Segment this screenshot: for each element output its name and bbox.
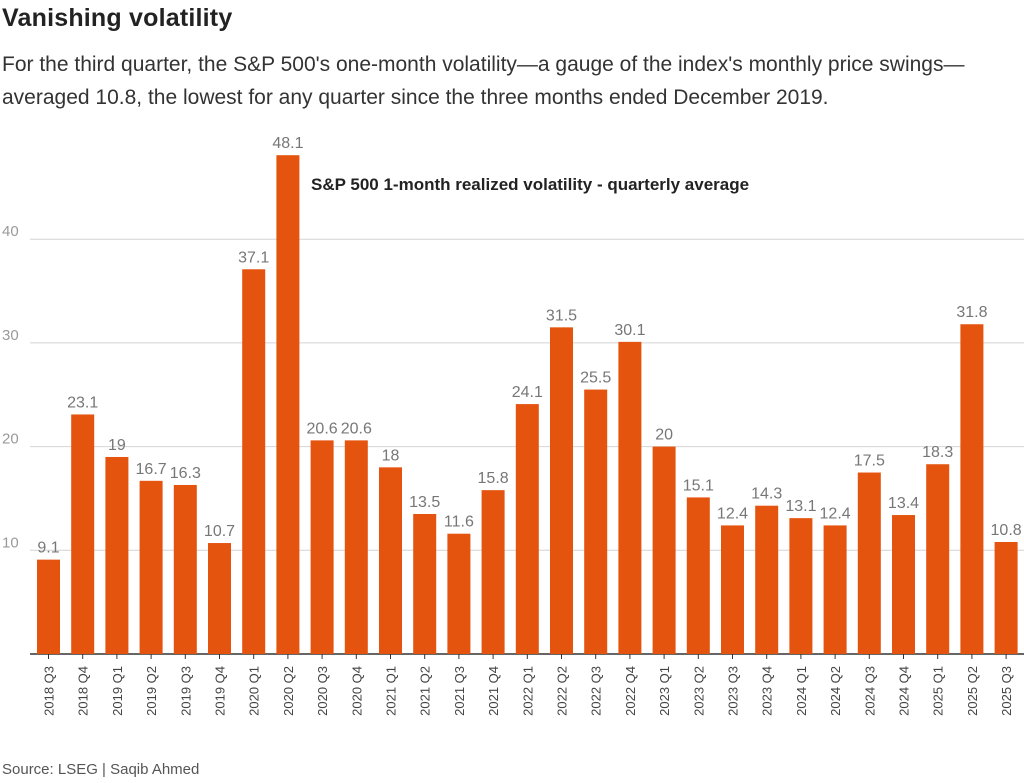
value-label: 11.6 — [444, 514, 474, 531]
category-label: 2022 Q4 — [623, 666, 638, 716]
y-tick-label: 30 — [2, 327, 19, 344]
category-label: 2024 Q2 — [828, 666, 843, 716]
bar — [481, 490, 505, 654]
value-label: 14.3 — [751, 486, 782, 503]
category-label: 2024 Q4 — [897, 666, 912, 716]
bar — [926, 464, 950, 654]
value-label: 24.1 — [512, 384, 543, 401]
bar — [447, 533, 471, 654]
value-label: 25.5 — [580, 370, 611, 387]
category-labels: 2018 Q3 2018 Q4 2019 Q1 2019 Q2 2019 Q3 2019 … — [42, 654, 1014, 716]
source-note: Source: LSEG | Saqib Ahmed — [2, 761, 200, 778]
y-tick-label: 20 — [2, 431, 19, 448]
bar — [413, 514, 437, 654]
value-label: 19 — [108, 437, 126, 454]
value-label: 13.4 — [888, 495, 919, 512]
category-label: 2021 Q1 — [384, 666, 399, 716]
value-label: 16.3 — [170, 465, 201, 482]
bar — [208, 543, 231, 654]
bars — [37, 155, 1018, 654]
value-label: 12.4 — [820, 505, 851, 522]
value-label: 20.6 — [341, 420, 372, 437]
bar — [550, 327, 573, 654]
y-tick-label: 10 — [2, 534, 19, 551]
value-label: 17.5 — [854, 453, 885, 470]
chart-title: S&P 500 1-month realized volatility - qu… — [311, 175, 749, 194]
value-label: 10.8 — [991, 522, 1022, 539]
bar — [71, 414, 95, 654]
category-label: 2021 Q2 — [418, 666, 433, 716]
category-label: 2019 Q3 — [178, 666, 193, 716]
category-label: 2020 Q1 — [247, 666, 262, 716]
value-label: 15.8 — [478, 470, 509, 487]
value-label: 18.3 — [922, 444, 953, 461]
bar — [823, 525, 847, 654]
bar — [276, 155, 300, 654]
value-label: 23.1 — [67, 394, 98, 411]
category-label: 2022 Q2 — [555, 666, 570, 716]
bar — [857, 472, 881, 654]
bar — [515, 404, 539, 654]
category-label: 2020 Q4 — [349, 666, 364, 716]
bar — [139, 480, 163, 654]
bar — [686, 497, 710, 654]
value-label: 10.7 — [204, 523, 235, 540]
bar — [618, 341, 642, 654]
category-label: 2022 Q1 — [520, 666, 535, 716]
value-label: 30.1 — [614, 322, 645, 339]
category-label: 2024 Q1 — [794, 666, 809, 716]
category-label: 2019 Q2 — [144, 666, 159, 716]
category-label: 2023 Q4 — [760, 666, 775, 716]
category-label: 2024 Q3 — [862, 666, 877, 716]
value-label: 18 — [382, 447, 400, 464]
bar — [37, 559, 60, 654]
chart-subtitle: For the third quarter, the S&P 500's one… — [2, 53, 965, 109]
category-label: 2022 Q3 — [589, 666, 604, 716]
value-label: 15.1 — [683, 477, 714, 494]
bar — [652, 446, 676, 654]
bar — [310, 440, 334, 654]
category-label: 2020 Q2 — [281, 666, 296, 716]
bar — [789, 518, 813, 654]
category-label: 2025 Q2 — [965, 666, 980, 716]
category-label: 2025 Q3 — [999, 666, 1014, 716]
value-label: 48.1 — [272, 135, 303, 152]
bar — [344, 440, 368, 654]
category-label: 2023 Q3 — [726, 666, 741, 716]
value-label: 13.5 — [409, 494, 440, 511]
category-label: 2019 Q1 — [110, 666, 125, 716]
chart-headline: Vanishing volatility — [2, 4, 233, 32]
bar — [584, 389, 608, 654]
category-label: 2020 Q3 — [315, 666, 330, 716]
category-label: 2025 Q1 — [931, 666, 946, 716]
value-label: 31.8 — [956, 304, 987, 321]
bar — [960, 324, 984, 654]
value-label: 31.5 — [546, 307, 577, 324]
category-label: 2018 Q4 — [76, 666, 91, 716]
bar — [721, 525, 744, 654]
bar — [105, 456, 129, 654]
value-label: 16.7 — [136, 461, 167, 478]
bar — [892, 515, 915, 654]
bar — [994, 542, 1018, 654]
value-label: 13.1 — [785, 498, 816, 515]
bar — [242, 269, 266, 654]
value-label: 20 — [655, 427, 673, 444]
bar — [379, 467, 402, 654]
value-label: 9.1 — [37, 540, 59, 557]
category-label: 2023 Q1 — [657, 666, 672, 716]
category-label: 2021 Q4 — [486, 666, 501, 716]
category-label: 2019 Q4 — [213, 666, 228, 716]
value-label: 37.1 — [238, 249, 269, 266]
value-label: 12.4 — [717, 505, 748, 522]
category-label: 2023 Q2 — [691, 666, 706, 716]
category-label: 2018 Q3 — [42, 666, 57, 716]
y-tick-label: 40 — [2, 223, 19, 240]
value-label: 20.6 — [307, 420, 338, 437]
category-label: 2021 Q3 — [452, 666, 467, 716]
bar — [173, 484, 197, 654]
value-labels: 9.1 23.1 19 16.7 16.3 10.7 37.1 48.1 20.6 20.6 18 1… — [37, 135, 1021, 556]
bar — [755, 505, 779, 654]
